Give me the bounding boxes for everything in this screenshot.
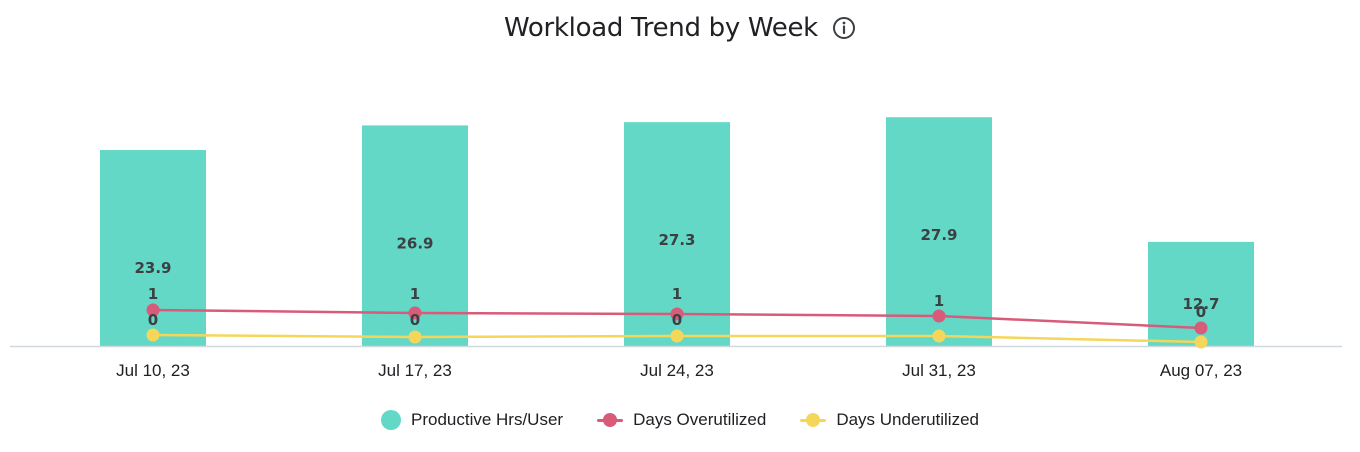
overutilized-value-label: 0 bbox=[1196, 303, 1206, 321]
point-overutilized[interactable] bbox=[932, 309, 946, 323]
x-tick-label: Aug 07, 23 bbox=[1160, 361, 1242, 380]
legend-swatch-productive bbox=[380, 410, 401, 430]
legend-label-underutilized: Days Underutilized bbox=[836, 410, 979, 429]
x-tick-label: Jul 17, 23 bbox=[378, 361, 452, 380]
overutilized-value-label: 1 bbox=[934, 292, 944, 310]
underutilized-value-label: 0 bbox=[410, 311, 420, 329]
bar-value-label: 27.9 bbox=[920, 226, 957, 244]
point-underutilized[interactable] bbox=[670, 329, 684, 343]
bar-value-label: 27.3 bbox=[658, 231, 695, 249]
legend-swatch-overutilized bbox=[597, 413, 624, 427]
legend-label-overutilized: Days Overutilized bbox=[633, 410, 767, 429]
overutilized-value-label: 1 bbox=[410, 285, 420, 303]
chart-legend: Productive Hrs/User Days Overutilized Da… bbox=[0, 404, 1360, 436]
x-tick-label: Jul 24, 23 bbox=[640, 361, 714, 380]
overutilized-value-label: 1 bbox=[148, 285, 158, 303]
point-underutilized[interactable] bbox=[932, 329, 946, 343]
chart-title-row: Workload Trend by Week bbox=[0, 8, 1360, 48]
legend-item-underutilized[interactable]: Days Underutilized bbox=[800, 410, 979, 430]
underutilized-value-label: 0 bbox=[672, 311, 682, 329]
bar-value-label: 12.7 bbox=[1182, 295, 1219, 313]
point-overutilized[interactable] bbox=[670, 307, 684, 321]
underutilized-value-label: 0 bbox=[148, 311, 158, 329]
x-tick-label: Jul 10, 23 bbox=[116, 361, 190, 380]
workload-chart: 23.9 26.9 27.3 27.9 12.7 1 1 1 1 0 0 0 0 Jul 10, 23 Ju… bbox=[10, 117, 1342, 380]
overutilized-value-label: 1 bbox=[672, 285, 682, 303]
legend-item-productive[interactable]: Productive Hrs/User bbox=[380, 410, 564, 430]
point-overutilized[interactable] bbox=[146, 303, 160, 317]
chart-title: Workload Trend by Week bbox=[504, 13, 818, 43]
legend-swatch-underutilized bbox=[800, 413, 827, 427]
point-underutilized[interactable] bbox=[408, 330, 422, 344]
point-overutilized[interactable] bbox=[408, 306, 422, 320]
bar-value-label: 23.9 bbox=[134, 259, 171, 277]
point-underutilized[interactable] bbox=[1194, 335, 1208, 349]
bar-value-label: 26.9 bbox=[396, 234, 433, 252]
info-circle-icon[interactable] bbox=[832, 16, 856, 40]
legend-item-overutilized[interactable]: Days Overutilized bbox=[597, 410, 766, 430]
point-underutilized[interactable] bbox=[146, 328, 160, 342]
point-overutilized[interactable] bbox=[1194, 321, 1208, 335]
legend-label-productive: Productive Hrs/User bbox=[410, 410, 564, 429]
bar-productive[interactable] bbox=[886, 117, 992, 346]
x-tick-label: Jul 31, 23 bbox=[902, 361, 976, 380]
